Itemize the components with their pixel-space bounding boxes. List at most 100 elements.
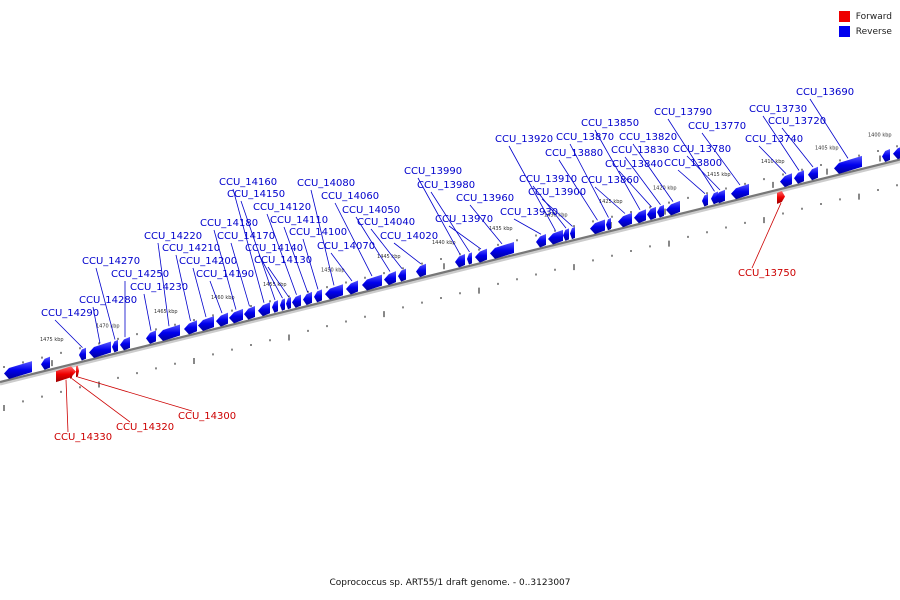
gene-reverse[interactable] xyxy=(303,291,312,306)
gene-label[interactable]: CCU_13840 xyxy=(605,159,663,170)
gene-reverse[interactable] xyxy=(647,206,656,221)
gene-label[interactable]: CCU_13770 xyxy=(688,121,746,132)
gene-reverse[interactable] xyxy=(490,241,514,259)
gene-label[interactable]: CCU_14040 xyxy=(357,217,415,228)
gene-reverse[interactable] xyxy=(146,330,156,344)
gene-label[interactable]: CCU_14210 xyxy=(162,243,220,254)
gene-reverse[interactable] xyxy=(41,356,50,370)
gene-label[interactable]: CCU_14100 xyxy=(289,227,347,238)
gene-label[interactable]: CCU_13750 xyxy=(738,268,796,279)
gene-reverse[interactable] xyxy=(184,320,197,335)
gene-label[interactable]: CCU_13690 xyxy=(796,87,854,98)
gene-label[interactable]: CCU_14200 xyxy=(179,256,237,267)
gene-reverse[interactable] xyxy=(618,212,632,228)
gene-label[interactable]: CCU_13830 xyxy=(611,145,669,156)
gene-reverse[interactable] xyxy=(455,254,465,268)
gene-label[interactable]: CCU_13860 xyxy=(581,175,639,186)
gene-label[interactable]: CCU_14050 xyxy=(342,205,400,216)
gene-label[interactable]: CCU_14060 xyxy=(321,191,379,202)
gene-label[interactable]: CCU_14300 xyxy=(178,411,236,422)
gene-label[interactable]: CCU_13980 xyxy=(417,180,475,191)
gene-reverse[interactable] xyxy=(808,166,818,181)
gene-reverse[interactable] xyxy=(570,226,575,240)
gene-reverse[interactable] xyxy=(280,298,285,311)
gene-reverse[interactable] xyxy=(314,289,322,303)
gene-reverse[interactable] xyxy=(398,268,406,282)
gene-label[interactable]: CCU_14150 xyxy=(227,189,285,200)
gene-reverse[interactable] xyxy=(834,155,862,174)
gene-forward[interactable] xyxy=(76,365,79,378)
gene-reverse[interactable] xyxy=(244,305,255,320)
gene-label[interactable]: CCU_14180 xyxy=(200,218,258,229)
gene-label[interactable]: CCU_13970 xyxy=(435,214,493,225)
gene-reverse[interactable] xyxy=(590,219,605,235)
gene-label[interactable]: CCU_14250 xyxy=(111,269,169,280)
gene-label[interactable]: CCU_14220 xyxy=(144,231,202,242)
gene-reverse[interactable] xyxy=(634,209,646,224)
gene-reverse[interactable] xyxy=(536,234,546,248)
gene-reverse[interactable] xyxy=(657,204,664,218)
gene-reverse[interactable] xyxy=(780,173,792,188)
gene-reverse[interactable] xyxy=(666,200,680,216)
gene-label[interactable]: CCU_13730 xyxy=(749,104,807,115)
gene-label[interactable]: CCU_13900 xyxy=(528,187,586,198)
gene-reverse[interactable] xyxy=(272,300,278,313)
gene-label[interactable]: CCU_14270 xyxy=(82,256,140,267)
gene-reverse[interactable] xyxy=(475,248,487,263)
gene-reverse[interactable] xyxy=(882,148,890,162)
gene-label[interactable]: CCU_13870 xyxy=(556,132,614,143)
gene-label[interactable]: CCU_13780 xyxy=(673,144,731,155)
gene-reverse[interactable] xyxy=(198,316,214,332)
gene-reverse[interactable] xyxy=(702,193,708,207)
gene-forward[interactable] xyxy=(70,366,73,379)
gene-label[interactable]: CCU_14120 xyxy=(253,202,311,213)
gene-reverse[interactable] xyxy=(794,170,804,184)
gene-reverse[interactable] xyxy=(715,189,725,204)
gene-reverse[interactable] xyxy=(258,302,270,317)
gene-label[interactable]: CCU_14080 xyxy=(297,178,355,189)
gene-reverse[interactable] xyxy=(120,336,130,351)
gene-label[interactable]: CCU_13920 xyxy=(495,134,553,145)
gene-label[interactable]: CCU_13960 xyxy=(456,193,514,204)
gene-reverse[interactable] xyxy=(286,297,291,310)
gene-reverse[interactable] xyxy=(292,294,301,308)
gene-label[interactable]: CCU_14020 xyxy=(380,231,438,242)
gene-reverse[interactable] xyxy=(384,271,396,286)
gene-label[interactable]: CCU_13740 xyxy=(745,134,803,145)
gene-label[interactable]: CCU_13800 xyxy=(664,158,722,169)
gene-label[interactable]: CCU_13990 xyxy=(404,166,462,177)
gene-reverse[interactable] xyxy=(362,274,382,291)
gene-reverse[interactable] xyxy=(112,339,118,353)
gene-label[interactable]: CCU_14290 xyxy=(41,308,99,319)
gene-reverse[interactable] xyxy=(346,280,358,295)
gene-reverse[interactable] xyxy=(893,145,900,160)
gene-label[interactable]: CCU_14070 xyxy=(317,241,375,252)
gene-reverse[interactable] xyxy=(229,308,243,324)
gene-reverse[interactable] xyxy=(325,284,343,300)
gene-reverse[interactable] xyxy=(4,361,32,380)
gene-label[interactable]: CCU_13930 xyxy=(500,207,558,218)
gene-reverse[interactable] xyxy=(467,252,472,265)
gene-label[interactable]: CCU_14140 xyxy=(245,243,303,254)
gene-reverse[interactable] xyxy=(416,263,426,278)
gene-reverse[interactable] xyxy=(216,312,228,327)
gene-label[interactable]: CCU_14160 xyxy=(219,177,277,188)
gene-reverse[interactable] xyxy=(89,341,111,358)
gene-reverse[interactable] xyxy=(79,347,86,361)
gene-label[interactable]: CCU_14280 xyxy=(79,295,137,306)
gene-label[interactable]: CCU_13790 xyxy=(654,107,712,118)
gene-label[interactable]: CCU_14190 xyxy=(196,269,254,280)
gene-reverse[interactable] xyxy=(731,183,749,200)
gene-reverse[interactable] xyxy=(548,229,563,245)
gene-reverse[interactable] xyxy=(711,191,718,205)
gene-reverse[interactable] xyxy=(158,324,180,341)
gene-label[interactable]: CCU_14330 xyxy=(54,432,112,443)
gene-label[interactable]: CCU_14320 xyxy=(116,422,174,433)
gene-label[interactable]: CCU_13720 xyxy=(768,116,826,127)
gene-label[interactable]: CCU_13880 xyxy=(545,148,603,159)
gene-label[interactable]: CCU_14110 xyxy=(270,215,328,226)
gene-label[interactable]: CCU_13910 xyxy=(519,174,577,185)
gene-forward[interactable] xyxy=(777,190,785,204)
gene-label[interactable]: CCU_14230 xyxy=(130,282,188,293)
gene-label[interactable]: CCU_14130 xyxy=(254,255,312,266)
